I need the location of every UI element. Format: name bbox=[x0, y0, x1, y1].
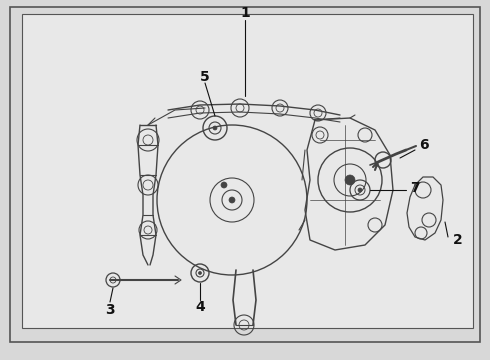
Text: 4: 4 bbox=[195, 300, 205, 314]
Text: 6: 6 bbox=[419, 138, 429, 152]
Circle shape bbox=[213, 126, 217, 130]
Circle shape bbox=[198, 271, 201, 274]
Text: 1: 1 bbox=[240, 6, 250, 20]
Circle shape bbox=[358, 188, 362, 192]
Text: 2: 2 bbox=[453, 233, 463, 247]
Circle shape bbox=[229, 197, 235, 203]
Circle shape bbox=[345, 175, 355, 185]
Text: 3: 3 bbox=[105, 303, 115, 317]
Bar bbox=[22, 14, 473, 328]
Text: 5: 5 bbox=[200, 70, 210, 84]
Circle shape bbox=[221, 182, 227, 188]
Text: 7: 7 bbox=[410, 181, 420, 195]
